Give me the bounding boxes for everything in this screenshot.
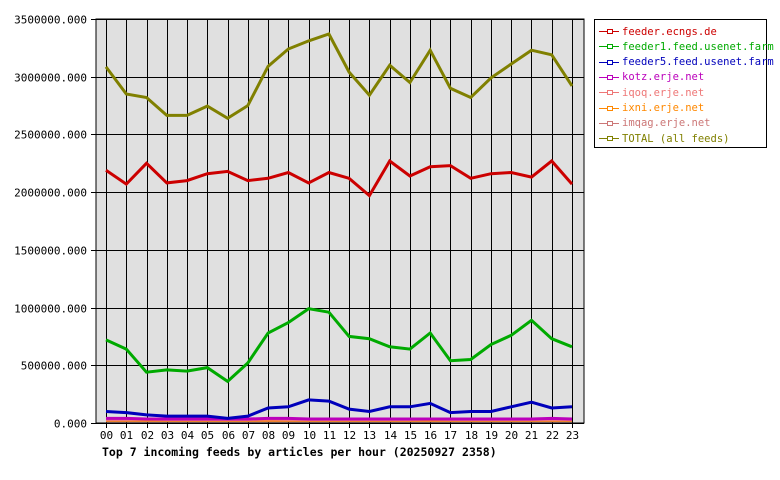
x-tick-label: 14	[384, 429, 398, 442]
x-tick-label: 03	[161, 429, 174, 442]
legend-label: imqag.erje.net	[622, 117, 711, 130]
plot-area	[96, 19, 584, 423]
x-tick-label: 11	[323, 429, 336, 442]
grid-lines	[96, 19, 584, 424]
plot-frame	[95, 18, 585, 424]
legend-label: ixni.erje.net	[622, 102, 705, 114]
y-tick-label: 3000000.000	[14, 72, 87, 85]
x-tick-label: 09	[282, 429, 295, 442]
x-tick-label: 07	[242, 429, 255, 442]
y-tick-label: 500000.000	[21, 360, 87, 373]
legend-line-marker-icon	[599, 134, 619, 143]
legend-label: feeder1.feed.usenet.farm	[622, 40, 774, 53]
legend-line-marker-icon	[599, 27, 619, 36]
x-axis: 00 01 02 03 04 05 06 07 08 09 10 11 12 13 14 15 16 17 18 19…	[100, 423, 579, 442]
x-tick-label: 19	[485, 429, 498, 442]
series-line-feeder5-feed-usenet-farm	[105, 398, 573, 420]
series-line-total-all-feeds-	[104, 32, 574, 121]
legend-label: TOTAL (all feeds)	[622, 132, 730, 145]
chart-title: Top 7 incoming feeds by articles per hou…	[102, 445, 497, 459]
x-tick-label: 04	[181, 429, 195, 442]
x-tick-label: 13	[363, 429, 376, 442]
x-tick-label: 22	[546, 429, 559, 442]
y-tick-label: 1000000.000	[14, 303, 87, 316]
x-tick-label: 02	[141, 429, 154, 442]
x-tick-label: 05	[201, 429, 214, 442]
legend-line-marker-icon	[599, 58, 619, 67]
legend-item: imqag.erje.net	[599, 116, 711, 131]
legend-line-marker-icon	[599, 104, 619, 113]
x-tick-label: 20	[505, 429, 518, 442]
y-tick-label: 3500000.000	[14, 14, 87, 27]
series-lines	[104, 32, 574, 423]
legend-item: feeder1.feed.usenet.farm	[599, 39, 774, 54]
legend-item: feeder5.feed.usenet.farm	[599, 55, 774, 70]
legend-line-marker-icon	[599, 119, 619, 128]
x-tick-label: 06	[222, 429, 235, 442]
x-tick-label: 21	[525, 429, 538, 442]
legend-line-marker-icon	[599, 73, 619, 82]
y-tick-label: 1500000.000	[14, 245, 87, 258]
y-tick-label: 2000000.000	[14, 187, 87, 200]
x-tick-label: 16	[424, 429, 437, 442]
legend-line-marker-icon	[599, 42, 619, 51]
series-line-feeder-ecngs-de	[105, 158, 574, 198]
y-axis: 0.000 500000.000 1000000.000 1500000.000 200…	[14, 14, 96, 431]
series-line-feeder1-feed-usenet-farm	[105, 307, 573, 384]
legend: feeder.ecngs.de feeder1.feed.usenet.farm f…	[594, 19, 774, 148]
x-tick-label: 01	[120, 429, 133, 442]
legend-label: feeder.ecngs.de	[622, 25, 717, 38]
legend-label: iqoq.erje.net	[622, 86, 705, 99]
legend-item: ixni.erje.net	[599, 101, 704, 116]
legend-item: TOTAL (all feeds)	[599, 131, 729, 146]
y-tick-label: 2500000.000	[14, 129, 87, 142]
legend-label: kotz.erje.net	[622, 71, 705, 84]
legend-item: iqoq.erje.net	[599, 85, 704, 100]
x-tick-label: 23	[566, 429, 579, 442]
legend-line-marker-icon	[599, 88, 619, 97]
x-tick-label: 15	[404, 429, 417, 442]
x-tick-label: 17	[444, 429, 457, 442]
legend-item: kotz.erje.net	[599, 70, 704, 85]
x-tick-label: 00	[100, 429, 113, 442]
x-tick-label: 10	[303, 429, 316, 442]
series-line-kotz-erje-net	[106, 416, 573, 421]
y-tick-label: 0.000	[54, 418, 87, 431]
x-tick-label: 08	[262, 429, 275, 442]
x-tick-label: 18	[465, 429, 478, 442]
legend-label: feeder5.feed.usenet.farm	[622, 56, 774, 69]
legend-item: feeder.ecngs.de	[599, 24, 717, 39]
x-tick-label: 12	[343, 429, 356, 442]
